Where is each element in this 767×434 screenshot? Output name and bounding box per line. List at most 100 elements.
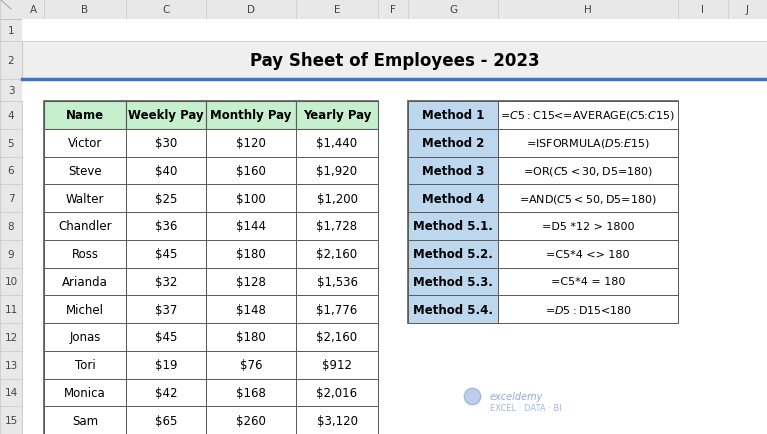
Bar bbox=[126, 378, 206, 406]
Text: Method 5.2.: Method 5.2. bbox=[413, 247, 493, 260]
Text: Name: Name bbox=[66, 109, 104, 122]
Text: $2,160: $2,160 bbox=[317, 331, 357, 344]
Bar bbox=[206, 240, 296, 268]
Bar bbox=[44, 323, 126, 351]
Text: E: E bbox=[334, 5, 341, 15]
Text: =$D5:$D15<180: =$D5:$D15<180 bbox=[545, 303, 631, 316]
Text: Method 5.4.: Method 5.4. bbox=[413, 303, 493, 316]
Text: Method 5.1.: Method 5.1. bbox=[413, 220, 493, 233]
Text: Walter: Walter bbox=[66, 192, 104, 205]
Bar bbox=[126, 213, 206, 240]
Text: $45: $45 bbox=[155, 331, 177, 344]
Bar bbox=[126, 268, 206, 296]
Bar bbox=[206, 213, 296, 240]
Bar bbox=[206, 185, 296, 213]
Text: Pay Sheet of Employees - 2023: Pay Sheet of Employees - 2023 bbox=[250, 52, 539, 70]
Bar bbox=[296, 240, 378, 268]
Text: $260: $260 bbox=[236, 414, 266, 427]
Text: 4: 4 bbox=[8, 111, 15, 121]
Text: $1,920: $1,920 bbox=[317, 164, 357, 178]
Text: 2: 2 bbox=[8, 56, 15, 66]
Bar bbox=[0, 0, 767, 20]
Text: $30: $30 bbox=[155, 137, 177, 150]
Text: Tori: Tori bbox=[74, 358, 95, 371]
Bar bbox=[126, 296, 206, 323]
Text: Michel: Michel bbox=[66, 303, 104, 316]
Bar bbox=[296, 268, 378, 296]
Text: $76: $76 bbox=[240, 358, 262, 371]
Bar bbox=[408, 157, 498, 185]
Text: 12: 12 bbox=[5, 332, 18, 342]
Text: 14: 14 bbox=[5, 388, 18, 398]
Bar bbox=[296, 378, 378, 406]
Text: $148: $148 bbox=[236, 303, 266, 316]
Text: 3: 3 bbox=[8, 86, 15, 96]
Bar bbox=[206, 102, 296, 129]
Bar bbox=[206, 157, 296, 185]
Text: =$C5:$C15<=AVERAGE($C$5:$C$15): =$C5:$C15<=AVERAGE($C$5:$C$15) bbox=[500, 109, 676, 122]
Text: =D5 *12 > 1800: =D5 *12 > 1800 bbox=[542, 221, 634, 231]
Bar bbox=[498, 240, 678, 268]
Bar bbox=[126, 406, 206, 434]
Bar bbox=[126, 240, 206, 268]
Text: Monthly Pay: Monthly Pay bbox=[210, 109, 291, 122]
Text: $40: $40 bbox=[155, 164, 177, 178]
Text: I: I bbox=[702, 5, 705, 15]
Bar bbox=[44, 268, 126, 296]
Text: $912: $912 bbox=[322, 358, 352, 371]
Text: $128: $128 bbox=[236, 275, 266, 288]
Text: D: D bbox=[247, 5, 255, 15]
Bar bbox=[296, 157, 378, 185]
Bar bbox=[408, 296, 498, 323]
Text: C: C bbox=[163, 5, 170, 15]
Text: $42: $42 bbox=[155, 386, 177, 399]
Bar bbox=[44, 213, 126, 240]
Text: =C5*4 = 180: =C5*4 = 180 bbox=[551, 277, 625, 287]
Bar bbox=[408, 185, 498, 213]
Text: 1: 1 bbox=[8, 26, 15, 36]
Text: $168: $168 bbox=[236, 386, 266, 399]
Bar bbox=[22, 80, 767, 102]
Bar bbox=[44, 102, 378, 434]
Text: A: A bbox=[29, 5, 37, 15]
Bar bbox=[408, 268, 498, 296]
Bar bbox=[44, 157, 126, 185]
Bar bbox=[44, 185, 126, 213]
Text: exceldemy: exceldemy bbox=[490, 391, 543, 401]
Text: $19: $19 bbox=[155, 358, 177, 371]
Bar bbox=[498, 157, 678, 185]
Bar bbox=[126, 185, 206, 213]
Text: Sam: Sam bbox=[72, 414, 98, 427]
Text: $32: $32 bbox=[155, 275, 177, 288]
Text: $37: $37 bbox=[155, 303, 177, 316]
Text: H: H bbox=[584, 5, 592, 15]
Bar bbox=[296, 213, 378, 240]
Text: 13: 13 bbox=[5, 360, 18, 370]
Text: 8: 8 bbox=[8, 221, 15, 231]
Text: Arianda: Arianda bbox=[62, 275, 108, 288]
Text: 7: 7 bbox=[8, 194, 15, 204]
Text: =AND($C5<50, $D5=180): =AND($C5<50, $D5=180) bbox=[519, 192, 657, 205]
Bar bbox=[126, 102, 206, 129]
Bar bbox=[22, 20, 767, 42]
Bar bbox=[408, 240, 498, 268]
Text: 9: 9 bbox=[8, 249, 15, 259]
Bar bbox=[206, 351, 296, 378]
Bar bbox=[296, 129, 378, 157]
Text: $65: $65 bbox=[155, 414, 177, 427]
Bar bbox=[296, 406, 378, 434]
Bar bbox=[296, 323, 378, 351]
Text: F: F bbox=[390, 5, 396, 15]
Text: Weekly Pay: Weekly Pay bbox=[128, 109, 204, 122]
Bar bbox=[206, 378, 296, 406]
Bar bbox=[126, 129, 206, 157]
Text: $1,440: $1,440 bbox=[317, 137, 357, 150]
Bar bbox=[206, 268, 296, 296]
Bar bbox=[296, 102, 378, 129]
Bar bbox=[22, 42, 767, 80]
Bar bbox=[44, 351, 126, 378]
Bar bbox=[44, 240, 126, 268]
Bar bbox=[206, 406, 296, 434]
Text: $144: $144 bbox=[236, 220, 266, 233]
Text: $1,728: $1,728 bbox=[317, 220, 357, 233]
